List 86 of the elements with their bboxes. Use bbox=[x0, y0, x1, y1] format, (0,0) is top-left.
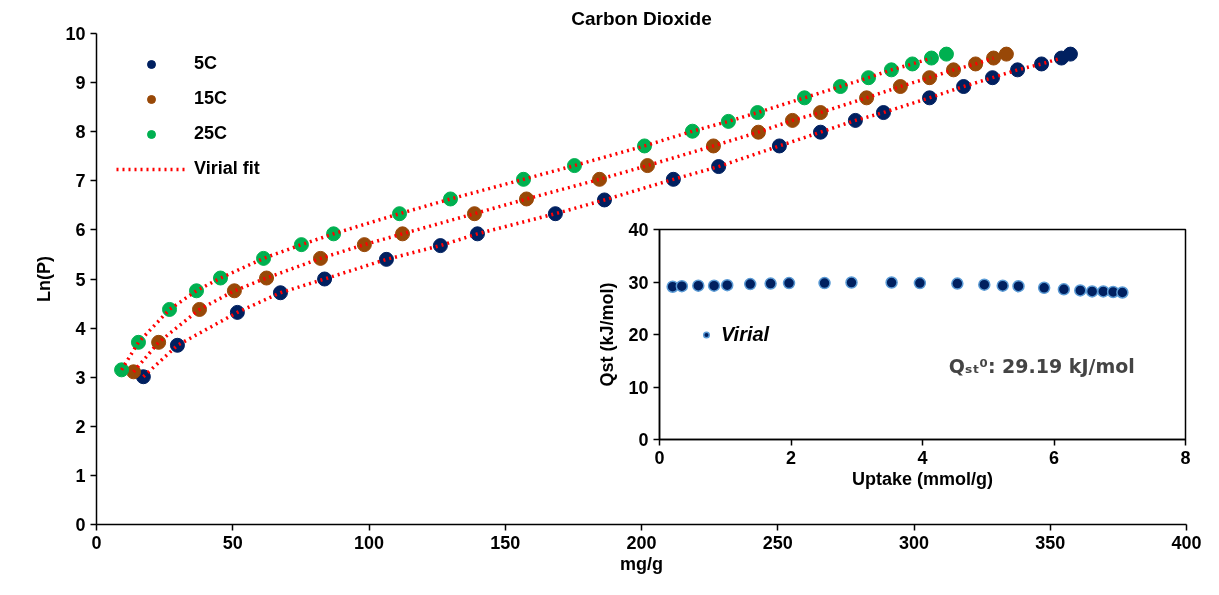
y-tick-label: 1 bbox=[75, 465, 86, 486]
y-tick-label: 10 bbox=[65, 24, 86, 44]
point bbox=[984, 70, 1000, 86]
point bbox=[566, 158, 582, 174]
y-tick-label: 30 bbox=[628, 272, 649, 293]
point bbox=[782, 276, 796, 290]
point bbox=[1074, 284, 1087, 297]
y-axis-title: Ln(P) bbox=[34, 256, 55, 302]
y-tick-label: 0 bbox=[75, 515, 86, 535]
point bbox=[978, 278, 991, 291]
x-tick-label: 200 bbox=[626, 532, 657, 553]
point bbox=[1012, 279, 1025, 293]
x-tick-label: 150 bbox=[490, 532, 521, 553]
point bbox=[692, 279, 705, 292]
point bbox=[151, 334, 167, 350]
y-tick-label: 3 bbox=[75, 367, 86, 388]
y-tick-label: 5 bbox=[75, 269, 86, 290]
x-tick-label: 2 bbox=[785, 447, 797, 468]
legend-label: 15C bbox=[194, 88, 228, 109]
point bbox=[1057, 283, 1071, 296]
point bbox=[986, 50, 1002, 66]
point bbox=[395, 226, 411, 242]
point bbox=[885, 276, 898, 289]
point bbox=[996, 279, 1009, 292]
point bbox=[1062, 46, 1078, 62]
legend-label: Virial bbox=[721, 322, 770, 346]
point bbox=[114, 362, 130, 378]
y-tick-label: 6 bbox=[75, 220, 86, 241]
point bbox=[764, 277, 777, 290]
point bbox=[1116, 286, 1129, 299]
point bbox=[720, 113, 736, 129]
x-tick-label: 0 bbox=[91, 532, 102, 553]
point bbox=[743, 277, 757, 291]
point bbox=[272, 285, 288, 301]
point bbox=[675, 279, 689, 293]
point bbox=[1085, 285, 1099, 298]
legend-label: 5C bbox=[194, 53, 218, 74]
y-tick-label: 10 bbox=[628, 377, 649, 398]
point bbox=[818, 276, 831, 290]
x-axis-title: Uptake (mmol/g) bbox=[851, 468, 994, 489]
point bbox=[923, 50, 939, 66]
x-tick-label: 8 bbox=[1180, 447, 1191, 468]
point bbox=[938, 46, 954, 62]
point bbox=[998, 46, 1014, 62]
point bbox=[212, 270, 228, 286]
x-tick-label: 0 bbox=[654, 447, 665, 468]
y-axis-title: Qst (kJ/mol) bbox=[597, 282, 618, 387]
y-tick-label: 0 bbox=[638, 430, 649, 450]
point bbox=[771, 138, 787, 154]
point bbox=[720, 278, 734, 292]
point bbox=[845, 276, 858, 289]
point bbox=[189, 283, 205, 299]
x-tick-label: 300 bbox=[898, 532, 930, 553]
point bbox=[392, 206, 408, 222]
point bbox=[639, 158, 655, 174]
x-tick-label: 250 bbox=[762, 532, 793, 553]
point bbox=[169, 337, 185, 353]
point bbox=[904, 56, 920, 72]
point bbox=[913, 276, 927, 290]
y-tick-label: 20 bbox=[628, 325, 649, 345]
y-tick-label: 40 bbox=[628, 220, 649, 240]
point bbox=[378, 251, 394, 267]
point bbox=[1037, 281, 1051, 295]
x-tick-label: 50 bbox=[222, 532, 243, 553]
legend-label: 25C bbox=[194, 123, 228, 144]
point bbox=[317, 271, 333, 287]
y-tick-label: 7 bbox=[75, 171, 86, 192]
x-tick-label: 4 bbox=[917, 447, 928, 468]
annotation: Qₛₜ⁰: 29.19 kJ/mol bbox=[948, 354, 1135, 377]
y-tick-label: 4 bbox=[75, 318, 86, 339]
x-tick-label: 400 bbox=[1171, 532, 1202, 553]
legend-label: Virial fit bbox=[194, 158, 260, 179]
y-tick-label: 2 bbox=[75, 416, 86, 437]
y-tick-label: 9 bbox=[75, 73, 86, 94]
point bbox=[259, 270, 275, 286]
point bbox=[750, 105, 766, 121]
point bbox=[707, 279, 721, 292]
x-tick-label: 350 bbox=[1035, 532, 1066, 553]
x-tick-label: 6 bbox=[1048, 447, 1060, 468]
point bbox=[432, 238, 448, 254]
x-axis-title: mg/g bbox=[620, 553, 663, 574]
point bbox=[1010, 62, 1026, 78]
y-tick-label: 8 bbox=[75, 122, 86, 143]
chart-title: Carbon Dioxide bbox=[571, 7, 712, 29]
x-tick-label: 100 bbox=[353, 532, 385, 553]
point bbox=[951, 277, 964, 290]
